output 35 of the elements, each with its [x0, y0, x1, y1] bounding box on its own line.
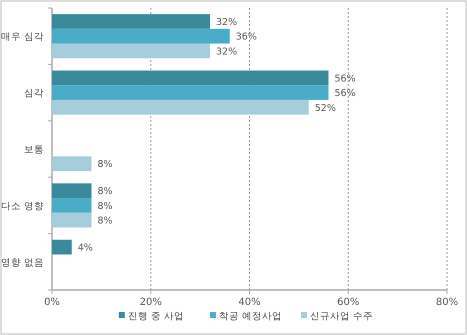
data-label: 32%: [216, 17, 238, 28]
x-tick-label: 40%: [238, 297, 261, 308]
legend-label: 진행 중 사업: [128, 311, 184, 322]
bar: [52, 14, 210, 29]
bar: [52, 44, 210, 58]
bar: [52, 212, 92, 228]
data-label: 56%: [334, 88, 356, 100]
bar: [52, 198, 92, 213]
legend-label: 착공 예정사업: [218, 311, 282, 322]
x-tick-label: 80%: [436, 297, 458, 308]
y-tick-label: 매우 심각: [0, 32, 44, 43]
data-label: 56%: [334, 73, 356, 84]
bar: [52, 240, 72, 254]
bar: [52, 183, 92, 198]
legend-label: 신규사업 수주: [310, 311, 374, 322]
data-label: 36%: [236, 32, 257, 43]
y-tick-label: 다소 영향: [0, 200, 44, 212]
bar: [52, 28, 230, 44]
data-label: 52%: [314, 102, 336, 114]
data-label: 8%: [98, 216, 113, 227]
bar: [52, 156, 92, 172]
x-tick-label: 20%: [140, 297, 162, 308]
y-tick-label: 영향 없음: [0, 257, 44, 268]
bar: [52, 85, 328, 100]
data-label: 8%: [98, 159, 113, 170]
data-label: 32%: [216, 46, 238, 58]
x-tick-label: 60%: [337, 297, 360, 308]
data-label: 8%: [98, 186, 113, 198]
y-tick-label: 보통: [24, 144, 44, 156]
bar: [52, 100, 309, 115]
y-tick-label: 심각: [24, 88, 44, 100]
data-label: 8%: [98, 200, 113, 212]
bar: [52, 70, 328, 86]
data-label: 4%: [78, 242, 93, 254]
x-tick-label: 0%: [44, 297, 60, 308]
